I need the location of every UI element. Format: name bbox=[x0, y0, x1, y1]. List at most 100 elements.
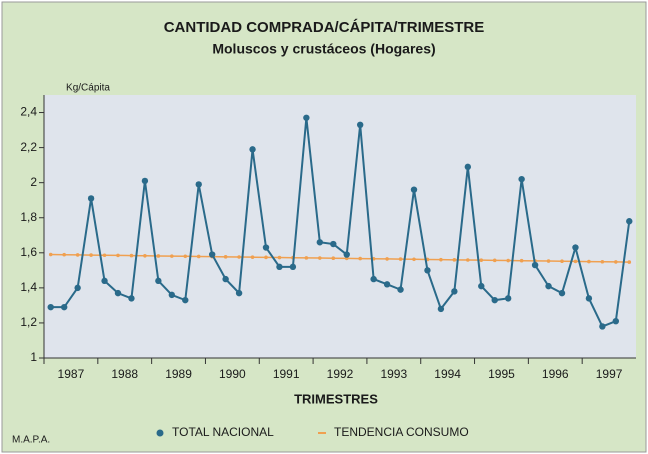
x-tick-label: 1989 bbox=[165, 367, 192, 381]
point bbox=[626, 218, 633, 225]
point bbox=[491, 296, 498, 304]
chart-subtitle: Moluscos y crustáceos (Hogares) bbox=[212, 41, 435, 57]
point bbox=[168, 291, 176, 299]
point bbox=[437, 305, 445, 313]
x-axis-label: TRIMESTRES bbox=[294, 391, 378, 406]
x-tick-label: 1987 bbox=[58, 367, 85, 381]
trend-marker bbox=[479, 258, 484, 262]
point bbox=[128, 295, 135, 302]
trend-marker bbox=[627, 260, 632, 264]
y-tick-label: 2,4 bbox=[20, 105, 37, 119]
trend-marker bbox=[614, 260, 618, 264]
point bbox=[276, 263, 283, 271]
point bbox=[478, 282, 485, 290]
trend-marker bbox=[62, 252, 66, 257]
point bbox=[222, 275, 229, 283]
point bbox=[303, 114, 310, 121]
point bbox=[330, 240, 337, 248]
point bbox=[47, 303, 54, 311]
trend-marker bbox=[398, 257, 403, 261]
point bbox=[370, 275, 377, 283]
trend-marker bbox=[452, 258, 457, 262]
point bbox=[612, 317, 620, 325]
trend-marker bbox=[170, 254, 174, 258]
point bbox=[545, 282, 552, 290]
x-tick-label: 1996 bbox=[542, 367, 569, 381]
trend-marker bbox=[492, 258, 497, 263]
trend-marker bbox=[587, 259, 591, 264]
y-tick-label: 2,2 bbox=[20, 140, 37, 154]
point bbox=[114, 289, 122, 297]
x-tick-label: 1997 bbox=[596, 367, 623, 381]
x-tick-label: 1992 bbox=[327, 367, 354, 381]
y-tick-label: 1,8 bbox=[20, 210, 37, 224]
series-line bbox=[50, 117, 631, 328]
trend-marker bbox=[506, 258, 510, 263]
point bbox=[531, 261, 539, 269]
point bbox=[141, 177, 149, 185]
source: M.A.P.A. bbox=[12, 435, 50, 446]
trend-marker bbox=[412, 257, 416, 262]
trend-marker bbox=[129, 253, 134, 258]
x-tick-label: 1995 bbox=[488, 367, 515, 381]
point bbox=[289, 263, 297, 271]
x-tick-label: 1993 bbox=[380, 367, 407, 381]
trend-marker bbox=[264, 255, 268, 260]
trend-marker bbox=[75, 253, 80, 257]
y-tick-label: 1,4 bbox=[20, 280, 37, 294]
point bbox=[599, 323, 606, 330]
chart-title: CANTIDAD COMPRADA/CÁPITA/TRIMESTRE bbox=[164, 19, 485, 36]
trend-marker bbox=[156, 254, 161, 258]
point bbox=[316, 239, 324, 246]
point bbox=[262, 244, 270, 251]
point bbox=[235, 289, 243, 297]
y-tick-label: 1 bbox=[30, 350, 37, 364]
y-axis-label: Kg/Cápita bbox=[66, 83, 110, 94]
trend-marker bbox=[546, 259, 551, 263]
point bbox=[87, 195, 95, 202]
point bbox=[343, 251, 350, 258]
trend-marker bbox=[48, 252, 53, 257]
trend-marker bbox=[143, 253, 147, 258]
x-tick-label: 1994 bbox=[434, 367, 461, 381]
x-tick-label: 1991 bbox=[273, 367, 300, 381]
point bbox=[60, 303, 68, 311]
point bbox=[182, 296, 189, 304]
y-tick-label: 1,2 bbox=[20, 315, 37, 329]
legend-label: TOTAL NACIONAL bbox=[172, 425, 274, 439]
y-tick-label: 1,6 bbox=[20, 245, 37, 259]
trend-line bbox=[50, 253, 630, 263]
point bbox=[208, 251, 216, 258]
trend-marker bbox=[250, 255, 255, 259]
legend-swatch bbox=[156, 429, 164, 437]
point bbox=[397, 286, 404, 293]
x-tick-label: 1990 bbox=[219, 367, 246, 381]
point bbox=[504, 295, 512, 302]
y-tick-label: 2 bbox=[30, 175, 37, 189]
trend-marker bbox=[519, 258, 524, 263]
point bbox=[249, 146, 256, 153]
trend-marker bbox=[466, 258, 470, 262]
point bbox=[558, 289, 566, 297]
point bbox=[155, 277, 162, 285]
trend-marker bbox=[304, 256, 309, 260]
trend-marker bbox=[358, 256, 362, 261]
trend-marker bbox=[600, 259, 605, 264]
point bbox=[356, 121, 364, 129]
trend-marker bbox=[89, 253, 93, 257]
point bbox=[101, 277, 108, 285]
point bbox=[195, 181, 202, 188]
trend-marker bbox=[116, 253, 120, 258]
trend-marker bbox=[183, 254, 188, 259]
point bbox=[464, 163, 472, 171]
trend-marker bbox=[102, 253, 107, 258]
trend-marker bbox=[277, 255, 282, 260]
point bbox=[451, 288, 458, 295]
point bbox=[518, 175, 525, 183]
plot-area bbox=[44, 95, 636, 358]
x-tick-label: 1988 bbox=[111, 367, 138, 381]
legend-label: TENDENCIA CONSUMO bbox=[334, 425, 469, 439]
trend-marker bbox=[331, 256, 336, 261]
point bbox=[424, 267, 431, 274]
